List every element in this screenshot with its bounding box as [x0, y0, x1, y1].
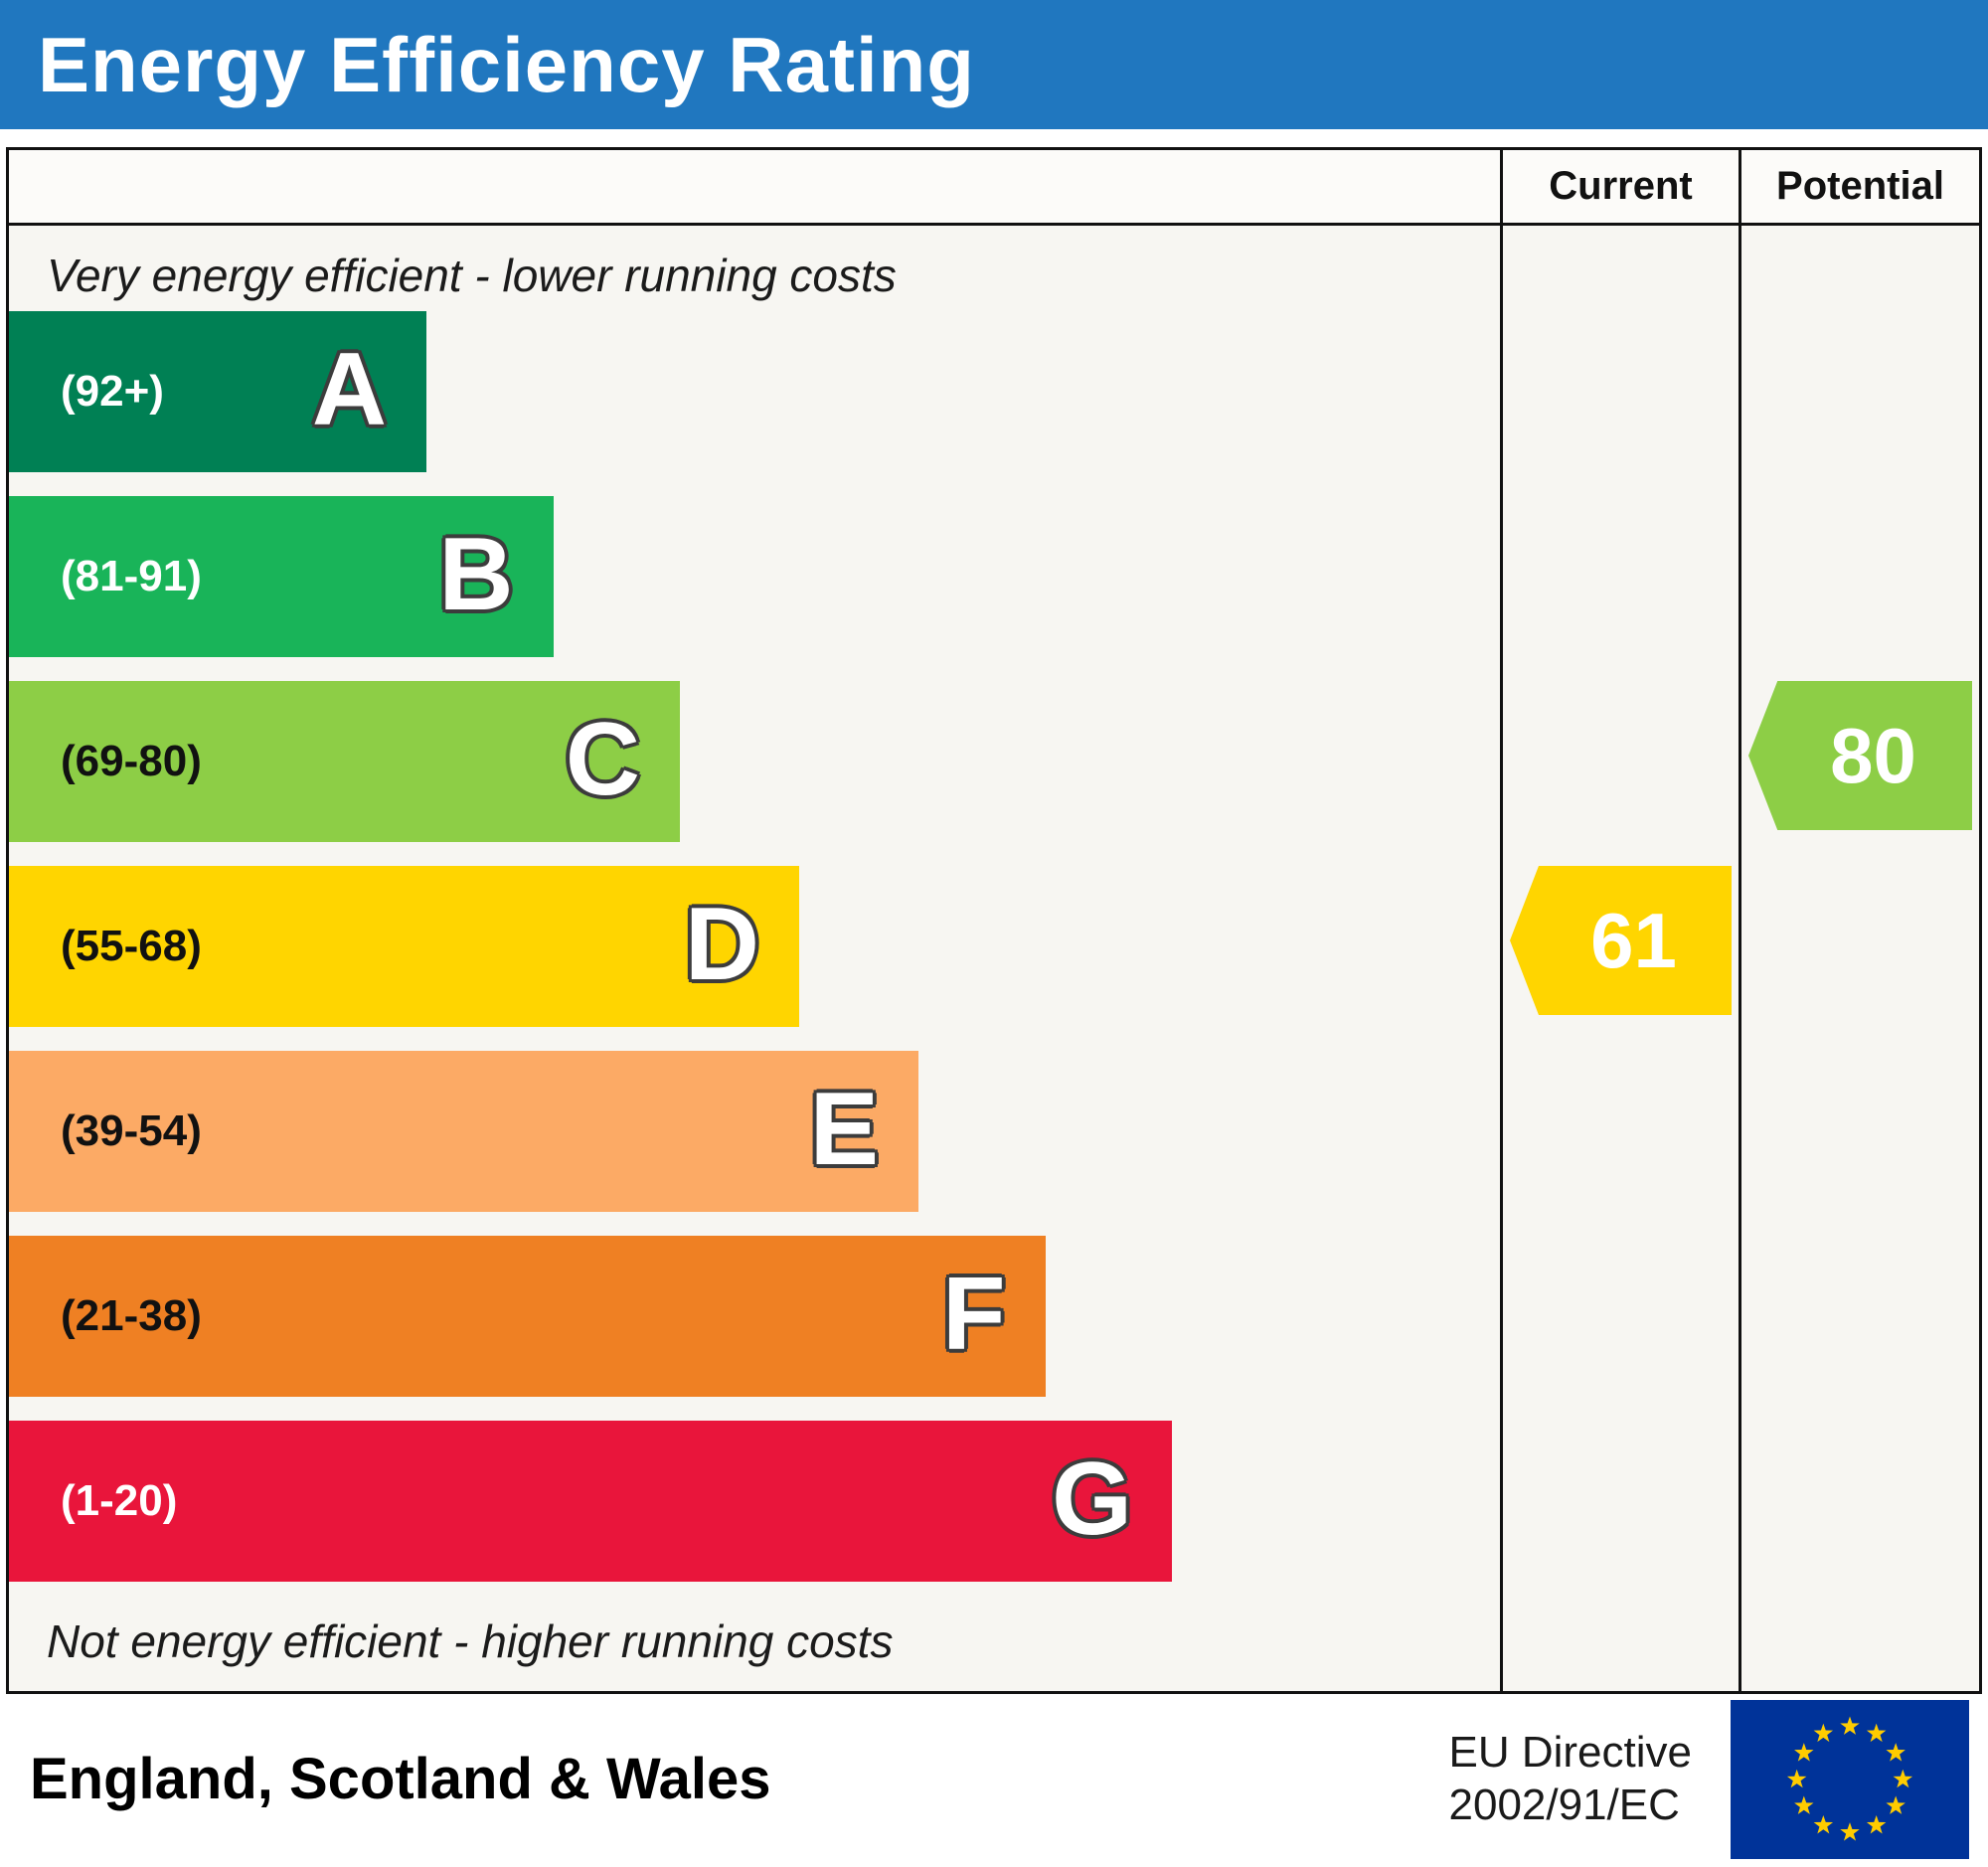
band-a-bar: (92+) A — [9, 311, 426, 472]
band-b-letter: B — [438, 516, 514, 632]
band-d-letter: D — [684, 886, 759, 1002]
table-body: Very energy efficient - lower running co… — [9, 226, 1979, 1691]
bottom-note: Not energy efficient - higher running co… — [47, 1615, 894, 1667]
eu-directive-label: EU Directive 2002/91/EC — [1449, 1727, 1693, 1832]
potential-rating-pointer: 80 — [1748, 681, 1972, 830]
top-note: Very energy efficient - lower running co… — [47, 250, 897, 301]
bars-column-header-spacer — [9, 150, 1500, 223]
current-column-header: Current — [1500, 150, 1739, 223]
band-row-d: (55-68) D — [9, 866, 1500, 1027]
table-header-row: Current Potential — [9, 150, 1979, 226]
band-b-range: (81-91) — [61, 552, 202, 600]
band-f-letter: F — [941, 1256, 1006, 1372]
band-row-f: (21-38) F — [9, 1236, 1500, 1397]
band-a-range: (92+) — [61, 367, 164, 416]
band-g-letter: G — [1052, 1441, 1132, 1557]
band-c-range: (69-80) — [61, 737, 202, 785]
band-d-range: (55-68) — [61, 922, 202, 970]
band-e-letter: E — [809, 1071, 879, 1187]
potential-column-header: Potential — [1739, 150, 1979, 223]
band-row-b: (81-91) B — [9, 496, 1500, 657]
band-f-bar: (21-38) F — [9, 1236, 1046, 1397]
header-banner: Energy Efficiency Rating — [0, 0, 1988, 129]
page-title: Energy Efficiency Rating — [38, 20, 975, 108]
region-label: England, Scotland & Wales — [30, 1747, 771, 1811]
eu-flag-icon — [1722, 1699, 1978, 1859]
bands-column: Very energy efficient - lower running co… — [9, 226, 1500, 1691]
current-rating-pointer: 61 — [1510, 866, 1732, 1015]
band-c-letter: C — [565, 701, 640, 817]
band-row-g: (1-20) G — [9, 1421, 1500, 1582]
potential-column: . 80 . — [1739, 226, 1979, 1691]
band-row-c: (69-80) C — [9, 681, 1500, 842]
band-g-bar: (1-20) G — [9, 1421, 1172, 1582]
current-column: . 61 . — [1500, 226, 1739, 1691]
band-c-bar: (69-80) C — [9, 681, 680, 842]
footer: England, Scotland & Wales EU Directive 2… — [0, 1694, 1988, 1864]
band-row-a: (92+) A — [9, 311, 1500, 472]
eu-directive-line1: EU Directive — [1448, 1727, 1693, 1777]
band-d-bar: (55-68) D — [9, 866, 799, 1027]
eu-directive-line2: 2002/91/EC — [1448, 1780, 1680, 1829]
band-e-bar: (39-54) E — [9, 1051, 918, 1212]
band-f-range: (21-38) — [61, 1291, 202, 1340]
rating-table: Current Potential Very energy efficient … — [6, 147, 1982, 1694]
band-g-range: (1-20) — [61, 1476, 178, 1525]
band-e-range: (39-54) — [61, 1106, 202, 1155]
potential-rating-value: 80 — [1830, 711, 1916, 799]
current-rating-value: 61 — [1590, 896, 1677, 984]
band-a-letter: A — [311, 331, 387, 447]
band-b-bar: (81-91) B — [9, 496, 554, 657]
band-row-e: (39-54) E — [9, 1051, 1500, 1212]
